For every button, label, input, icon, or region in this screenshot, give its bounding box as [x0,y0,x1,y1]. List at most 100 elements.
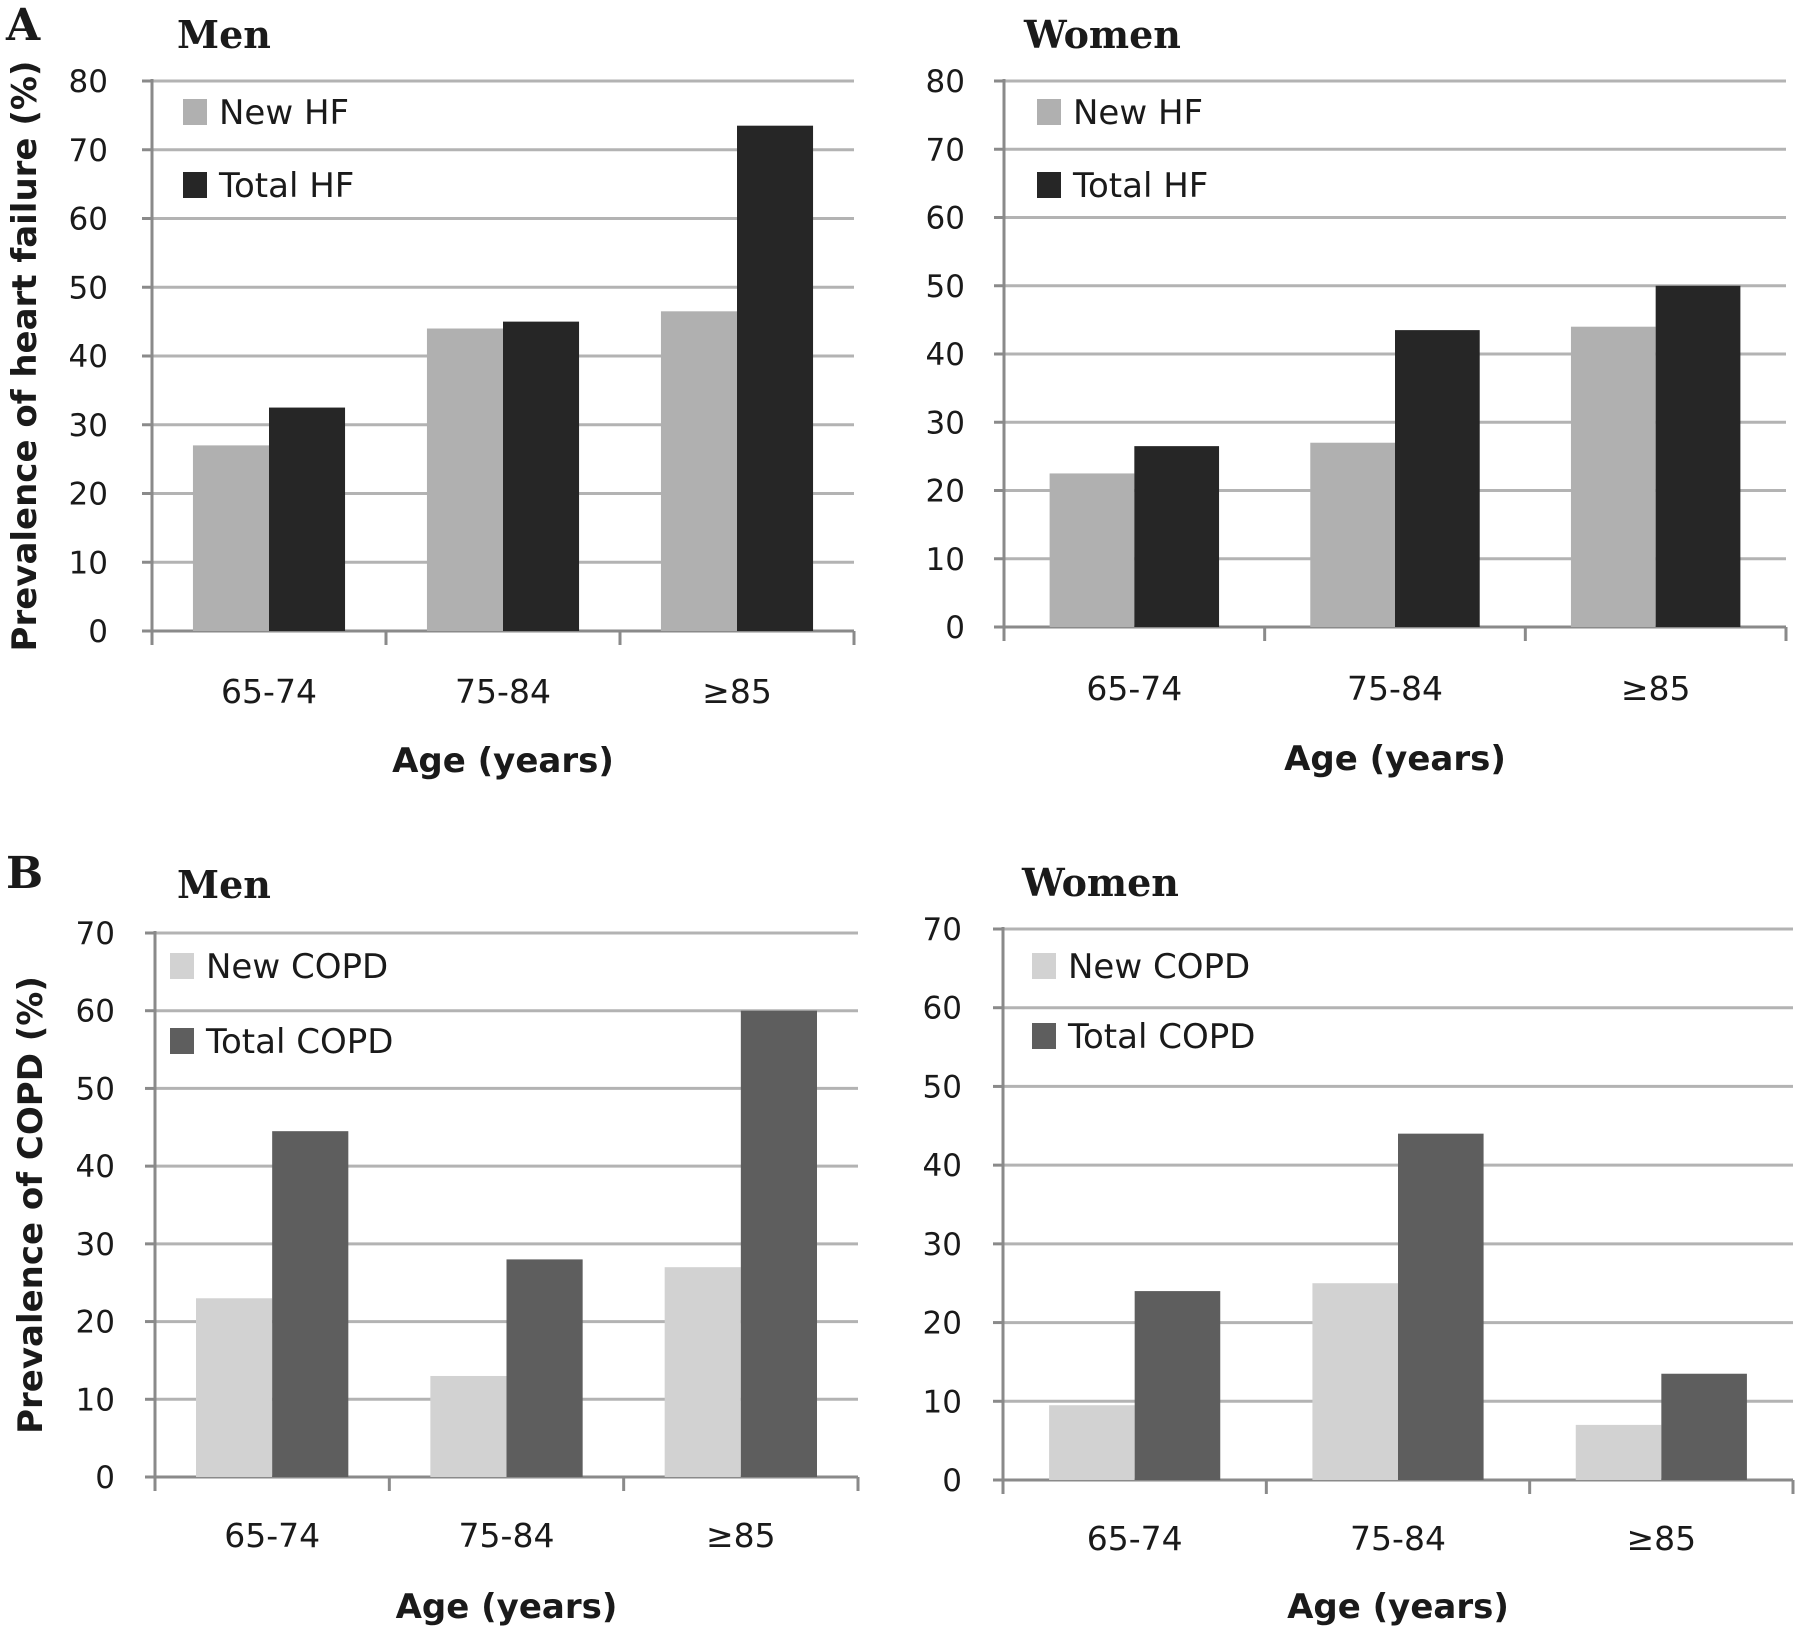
y-tick-label-b-women-0: 0 [942,1463,962,1499]
chart-title-a-women: Women [1023,12,1181,57]
y-tick-label-a-men-80: 80 [69,64,108,100]
x-tick-label-a-men-0: 65-74 [221,672,317,711]
bar-a-women-new-0 [1049,473,1135,627]
y-tick-label-b-men-60: 60 [76,994,115,1030]
bar-a-women-total-0 [1134,446,1220,627]
y-tick-label-b-women-20: 20 [923,1306,962,1342]
chart-title-a-men: Men [177,12,271,57]
y-tick-label-b-men-50: 50 [76,1071,115,1107]
y-axis-title-b-men: Prevalence of COPD (%) [11,976,51,1434]
legend-label-b-men-0: New COPD [206,947,388,987]
y-tick-label-b-men-30: 30 [76,1227,115,1263]
y-tick-label-a-men-70: 70 [69,133,108,169]
bar-b-women-total-0 [1134,1291,1221,1480]
bar-a-men-total-2 [737,125,814,631]
y-tick-label-a-women-0: 0 [945,610,965,646]
bar-a-men-new-1 [426,328,503,631]
y-tick-label-b-women-10: 10 [923,1384,962,1420]
panel-letter-a: A [5,0,41,51]
bar-a-men-total-0 [269,407,346,631]
legend-swatch-a-men-1 [183,172,207,198]
x-axis-title-b-men: Age (years) [396,1587,618,1627]
x-axis-title-a-men: Age (years) [392,741,614,781]
y-axis-title-a-men: Prevalence of heart failure (%) [5,61,45,652]
bar-a-women-new-1 [1310,442,1395,627]
bar-a-women-new-2 [1570,326,1656,627]
y-tick-label-b-women-40: 40 [923,1148,962,1184]
y-tick-label-b-women-30: 30 [923,1227,962,1263]
x-tick-label-b-women-0: 65-74 [1087,1519,1183,1558]
legend-label-b-women-1: Total COPD [1067,1017,1255,1057]
panel-letter-b: B [6,848,43,899]
x-tick-label-b-women-1: 75-84 [1350,1519,1446,1558]
bar-b-men-new-0 [196,1298,273,1477]
y-tick-label-a-women-20: 20 [926,474,965,510]
bar-b-women-new-0 [1049,1405,1135,1480]
y-tick-label-a-men-60: 60 [69,202,108,238]
bar-b-men-total-1 [506,1259,583,1477]
y-tick-label-a-women-40: 40 [926,337,965,373]
x-tick-label-a-women-0: 65-74 [1086,669,1182,708]
chart-b-men: 0 10 20 30 40 50 60 70 65-74 75-84 ≥85 Age (years) P… [11,862,860,1627]
bar-b-men-new-2 [664,1267,741,1477]
x-tick-label-b-men-1: 75-84 [459,1516,555,1555]
bar-b-men-total-2 [740,1010,817,1477]
bar-a-men-total-1 [503,321,580,631]
chart-b-women: 0 10 20 30 40 50 60 70 65-74 75-84 ≥85 Age (years) W… [923,860,1795,1627]
y-tick-label-a-women-30: 30 [926,405,965,441]
bar-b-women-new-1 [1312,1283,1398,1480]
chart-a-women: 0 10 20 30 40 50 60 70 80 65-74 75-84 ≥85 Age (years… [926,12,1788,779]
y-tick-label-b-men-70: 70 [76,916,115,952]
y-tick-label-a-men-50: 50 [69,270,108,306]
legend-swatch-a-women-1 [1037,172,1061,198]
bar-b-women-total-1 [1398,1133,1484,1480]
y-tick-label-a-women-60: 60 [926,201,965,237]
legend-label-a-men-1: Total HF [218,166,354,206]
legend-label-a-women-0: New HF [1073,93,1203,133]
legend-label-a-women-1: Total HF [1072,166,1208,206]
x-axis-title-a-women: Age (years) [1284,739,1506,779]
chart-title-b-men: Men [177,862,271,907]
y-tick-label-a-men-10: 10 [69,545,108,581]
y-tick-label-b-women-60: 60 [923,991,962,1027]
y-tick-label-a-women-50: 50 [926,269,965,305]
y-tick-label-b-men-40: 40 [76,1149,115,1185]
y-tick-label-a-women-10: 10 [926,542,965,578]
x-tick-label-a-men-2: ≥85 [702,672,772,711]
x-tick-label-b-women-2: ≥85 [1627,1519,1697,1558]
legend-swatch-b-women-1 [1032,1023,1056,1049]
x-tick-label-a-men-1: 75-84 [455,672,551,711]
legend-swatch-b-men-0 [170,953,194,979]
charts-container: 0 10 20 30 40 50 60 70 80 65-74 75-84 ≥85 Age (years… [5,12,1795,1627]
x-tick-label-b-men-2: ≥85 [706,1516,776,1555]
y-tick-label-b-men-20: 20 [76,1305,115,1341]
x-tick-label-b-men-0: 65-74 [224,1516,320,1555]
y-tick-label-a-men-20: 20 [69,477,108,513]
y-tick-label-a-women-70: 70 [926,132,965,168]
y-tick-label-b-women-70: 70 [923,912,962,948]
bar-b-men-new-1 [430,1375,507,1477]
x-tick-label-a-women-2: ≥85 [1621,669,1691,708]
y-tick-label-a-men-40: 40 [69,339,108,375]
legend-label-a-men-0: New HF [219,93,349,133]
y-tick-label-a-men-0: 0 [88,614,108,650]
chart-a-men: 0 10 20 30 40 50 60 70 80 65-74 75-84 ≥85 Age (years… [5,12,856,781]
y-tick-label-b-men-10: 10 [76,1382,115,1418]
legend-label-b-women-0: New COPD [1068,947,1250,987]
x-tick-label-a-women-1: 75-84 [1347,669,1443,708]
legend-swatch-b-men-1 [170,1028,194,1054]
legend-swatch-a-women-0 [1037,99,1061,125]
bar-a-women-total-1 [1395,330,1480,627]
legend-swatch-a-men-0 [183,99,207,125]
bar-b-women-new-2 [1575,1424,1662,1480]
x-axis-title-b-women: Age (years) [1287,1587,1509,1627]
y-tick-label-b-women-50: 50 [923,1069,962,1105]
legend-label-b-men-1: Total COPD [205,1022,393,1062]
y-tick-label-a-men-30: 30 [69,408,108,444]
bar-b-women-total-2 [1661,1373,1747,1480]
bar-a-women-total-2 [1655,285,1741,627]
bar-a-men-new-0 [192,445,269,631]
chart-title-b-women: Women [1021,860,1179,905]
bar-a-men-new-2 [660,311,737,631]
